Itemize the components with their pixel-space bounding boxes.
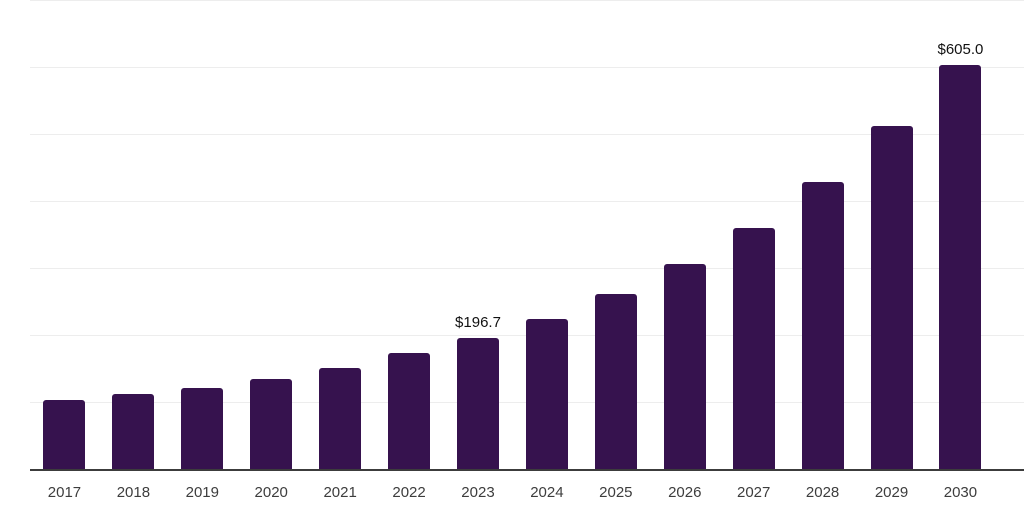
x-tick-label-2019: 2019: [185, 484, 219, 501]
x-tick-label-2030: 2030: [943, 484, 978, 501]
x-tick-label-2029: 2029: [874, 484, 909, 501]
bar-2017: [43, 400, 86, 470]
gridline-400: [30, 201, 1024, 202]
bar-slot-2020: [237, 0, 306, 470]
bars: $196.7 $605.0: [30, 0, 995, 470]
bar-slot-2021: [306, 0, 375, 470]
gridline-600: [30, 67, 1024, 68]
x-axis-labels: 2017 2018 2019 2020 2021 2022 2023 2024 2025 2026…: [30, 482, 995, 504]
data-label-2030: $605.0: [937, 40, 984, 58]
bar-2026: [663, 263, 706, 470]
x-tick-label-2017: 2017: [47, 484, 82, 501]
x-tick-label-2021: 2021: [323, 484, 357, 501]
bar-slot-2025: [581, 0, 650, 470]
x-tick-label-2026: 2026: [668, 484, 702, 501]
data-label-2023: $196.7: [455, 314, 501, 332]
bar-slot-2024: [512, 0, 581, 470]
bar-slot-2018: [99, 0, 168, 470]
gridline-300: [30, 268, 1024, 269]
x-tick-label-2022: 2022: [392, 484, 426, 501]
bar-slot-2029: [857, 0, 926, 470]
bar-slot-2023: $196.7: [444, 0, 513, 470]
bar-slot-2026: [650, 0, 719, 470]
bar-slot-2022: [375, 0, 444, 470]
bar-2019: [181, 388, 224, 470]
bar-2023: [456, 338, 499, 470]
bar-slot-2027: [719, 0, 788, 470]
bar-2025: [594, 294, 637, 470]
x-tick-label-2025: 2025: [599, 484, 633, 501]
x-axis-line: [30, 469, 1024, 471]
bar-2030: [939, 64, 982, 470]
x-tick-label-2028: 2028: [805, 484, 840, 501]
x-tick-label-2018: 2018: [116, 484, 151, 501]
x-tick-label-2027: 2027: [736, 484, 771, 501]
bar-2029: [870, 126, 913, 470]
bar-slot-2028: [788, 0, 857, 470]
x-tick-label-2024: 2024: [530, 484, 564, 501]
bar-2027: [732, 228, 775, 470]
x-tick-label-2023: 2023: [461, 484, 495, 501]
bar-2028: [801, 181, 844, 470]
bar-2022: [388, 353, 431, 470]
gridline-500: [30, 134, 1024, 135]
bar-2024: [525, 318, 568, 470]
plot-area: $196.7 $605.0 2017 2018 2019 2020 2021 2022 202…: [30, 0, 1024, 501]
x-tick-label-2020: 2020: [254, 484, 288, 501]
bar-slot-2017: [30, 0, 99, 470]
bar-slot-2030: $605.0: [926, 0, 995, 470]
bar-2021: [319, 368, 362, 470]
bar-2018: [112, 394, 155, 470]
gridline-700: [30, 0, 1024, 1]
bar-slot-2019: [168, 0, 237, 470]
bar-2020: [250, 378, 293, 470]
